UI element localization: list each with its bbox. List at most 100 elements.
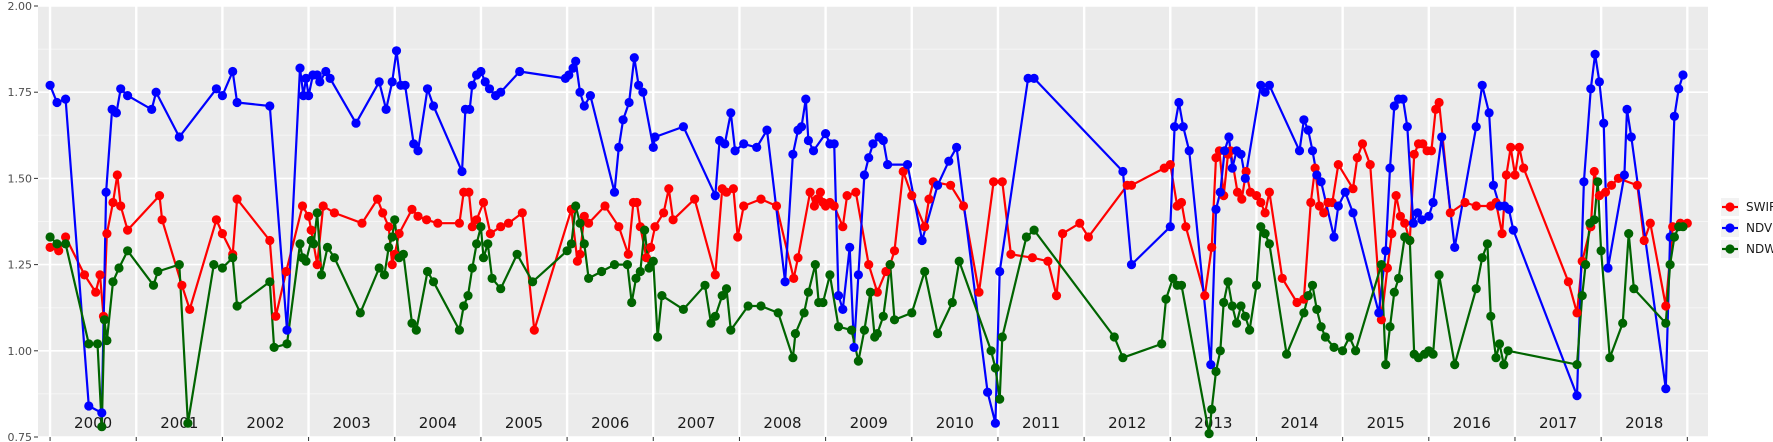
data-point-swir <box>433 218 443 228</box>
data-point-ndwi <box>387 232 397 242</box>
data-point-ndvi <box>515 66 525 77</box>
data-point-swir <box>756 194 766 204</box>
data-point-swir <box>793 253 803 263</box>
data-point-swir <box>1176 197 1187 208</box>
data-point-ndwi <box>1204 429 1214 439</box>
data-point-ndwi <box>657 291 667 301</box>
year-label: 2001 <box>160 414 198 432</box>
data-point-ndvi <box>1413 208 1423 218</box>
data-point-ndwi <box>933 329 943 339</box>
data-point-ndwi <box>706 318 716 328</box>
data-point-ndwi <box>1428 349 1438 359</box>
data-point-swir <box>872 287 882 297</box>
data-point-swir <box>690 194 700 204</box>
data-point-swir <box>485 229 495 239</box>
data-point-ndvi <box>803 135 814 146</box>
data-point-ndwi <box>846 325 857 335</box>
data-point-ndvi <box>833 291 844 301</box>
data-point-ndvi <box>1260 87 1270 97</box>
data-point-ndvi <box>853 270 864 280</box>
data-point-swir <box>108 197 118 208</box>
data-point-ndwi <box>1176 280 1187 290</box>
data-point-ndwi <box>773 308 783 318</box>
data-point-swir <box>407 204 417 214</box>
data-point-ndvi <box>217 91 227 101</box>
data-point-ndvi <box>52 97 62 108</box>
data-point-ndwi <box>322 242 333 252</box>
data-point-ndvi <box>61 94 71 104</box>
data-point-ndwi <box>810 260 820 270</box>
data-point-ndwi <box>743 301 753 311</box>
data-point-swir <box>1352 153 1362 163</box>
data-point-swir <box>91 287 101 297</box>
data-point-ndwi <box>1629 284 1639 294</box>
data-point-swir <box>211 215 221 225</box>
data-point-ndwi <box>790 329 801 339</box>
legend-key-point <box>1725 223 1735 233</box>
series-points <box>45 46 1692 439</box>
data-point-swir <box>1181 222 1191 232</box>
data-point-ndvi <box>629 53 639 63</box>
data-point-swir <box>851 187 861 197</box>
data-point-ndwi <box>265 277 275 287</box>
data-point-ndwi <box>1260 229 1270 239</box>
data-point-swir <box>809 201 820 211</box>
data-point-ndvi <box>1126 260 1137 270</box>
data-point-swir <box>422 215 432 225</box>
year-label: 2008 <box>763 414 801 432</box>
year-label: 2003 <box>333 414 371 432</box>
y-tick-label: 1.00 <box>8 345 33 358</box>
data-point-ndvi <box>933 180 943 190</box>
data-point-swir <box>265 235 275 246</box>
data-point-ndwi <box>1215 346 1225 356</box>
data-point-ndvi <box>990 418 1001 428</box>
data-point-ndvi <box>151 87 161 97</box>
data-point-ndvi <box>1389 101 1399 111</box>
data-point-ndwi <box>102 335 112 346</box>
data-point-ndvi <box>1220 146 1230 156</box>
data-point-swir <box>1426 146 1436 156</box>
data-point-swir <box>733 232 743 242</box>
data-point-ndvi <box>1385 163 1395 173</box>
data-point-ndwi <box>986 346 996 356</box>
data-point-ndwi <box>463 291 473 301</box>
data-point-ndvi <box>575 87 585 97</box>
data-point-ndvi <box>1236 149 1246 159</box>
data-point-ndwi <box>411 325 421 335</box>
data-point-ndwi <box>1678 222 1688 232</box>
data-point-ndvi <box>710 191 720 201</box>
data-point-ndvi <box>1674 84 1684 94</box>
data-point-ndwi <box>889 315 900 325</box>
data-point-ndvi <box>1224 132 1234 142</box>
data-point-swir <box>297 201 308 211</box>
series-line-ndwi <box>49 180 1683 435</box>
data-point-ndvi <box>325 73 335 83</box>
data-point-ndwi <box>1232 318 1242 328</box>
data-point-ndwi <box>422 266 433 277</box>
data-point-ndwi <box>316 270 327 280</box>
data-point-ndwi <box>390 215 400 225</box>
data-point-ndwi <box>1624 229 1634 239</box>
data-point-swir <box>907 191 917 201</box>
data-point-ndvi <box>952 142 962 152</box>
data-point-ndvi <box>321 66 331 77</box>
year-label: 2016 <box>1453 414 1491 432</box>
data-point-ndwi <box>282 339 292 349</box>
y-tick-label: 0.75 <box>8 431 33 442</box>
data-point-ndvi <box>796 122 807 132</box>
data-point-ndvi <box>944 156 954 166</box>
series-line-ndvi <box>49 49 1685 425</box>
data-point-swir <box>467 222 477 232</box>
data-point-swir <box>185 304 195 314</box>
data-point-ndwi <box>1312 304 1322 314</box>
data-point-ndwi <box>833 322 844 332</box>
data-point-ndwi <box>1572 360 1582 370</box>
data-point-ndvi <box>1508 225 1518 235</box>
data-point-ndwi <box>1223 277 1233 287</box>
data-point-ndwi <box>1450 360 1460 370</box>
data-point-ndvi <box>845 242 855 252</box>
data-point-ndvi <box>174 132 184 142</box>
data-point-ndwi <box>472 239 482 249</box>
data-point-ndwi <box>329 253 339 263</box>
data-point-ndwi <box>756 301 766 311</box>
